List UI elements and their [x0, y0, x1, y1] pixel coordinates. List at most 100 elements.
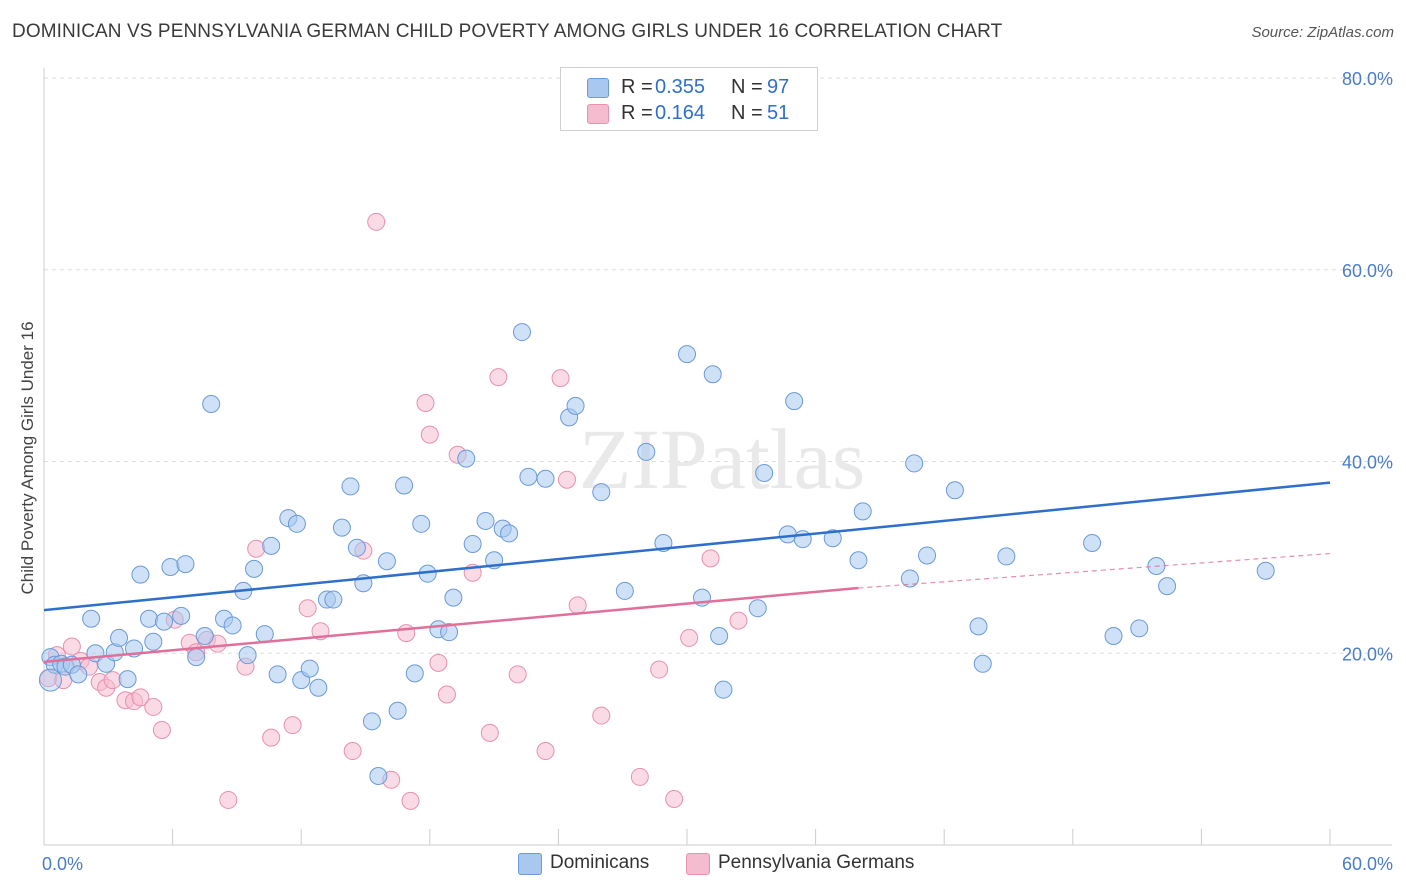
data-point-dominicans [536, 469, 555, 488]
bottom-legend-swatch-blue [518, 853, 542, 875]
axes [43, 68, 1392, 846]
y-tick-label: 40.0% [1342, 453, 1393, 473]
data-point-dominicans [172, 606, 191, 625]
data-point-dominicans [1256, 561, 1275, 580]
data-point-pennsylvania-germans [152, 720, 171, 739]
y-axis-label: Child Poverty Among Girls Under 16 [18, 321, 37, 595]
legend-n-label: N = [731, 76, 763, 98]
data-point-pennsylvania-germans [144, 697, 163, 716]
data-point-dominicans [69, 665, 88, 684]
source-label: Source: ZipAtlas.com [1251, 24, 1394, 41]
data-point-dominicans [918, 546, 937, 565]
data-point-pennsylvania-germans [131, 688, 150, 707]
chart-title: DOMINICAN VS PENNSYLVANIA GERMAN CHILD P… [12, 21, 1003, 42]
legend-swatch-blue [587, 78, 609, 98]
data-point-dominicans [997, 547, 1016, 566]
legend-r-label: R = [621, 102, 653, 124]
trend-line-pennsylvania-germans-extension [858, 552, 1331, 589]
data-point-pennsylvania-germans [429, 653, 448, 672]
data-point-dominicans [714, 680, 733, 699]
data-point-dominicans [332, 518, 351, 537]
data-point-dominicans [300, 659, 319, 678]
data-point-pennsylvania-germans [650, 660, 669, 679]
legend-r-value: 0.355 [655, 76, 706, 98]
data-point-pennsylvania-germans [729, 611, 748, 630]
data-point-pennsylvania-germans [420, 425, 439, 444]
data-point-dominicans [785, 392, 804, 411]
data-point-dominicans-cluster [38, 668, 62, 692]
data-point-dominicans [255, 625, 274, 644]
y-tick-label: 60.0% [1342, 261, 1393, 281]
data-point-dominicans [823, 529, 842, 548]
data-point-pennsylvania-germans [568, 596, 587, 615]
data-point-dominicans [637, 442, 656, 461]
data-point-pennsylvania-germans [665, 789, 684, 808]
data-point-pennsylvania-germans [62, 637, 81, 656]
data-point-pennsylvania-germans [219, 790, 238, 809]
data-point-dominicans [176, 555, 195, 574]
data-point-dominicans [457, 449, 476, 468]
data-point-pennsylvania-germans [343, 742, 362, 761]
data-point-dominicans [703, 365, 722, 384]
data-point-dominicans [512, 323, 531, 342]
data-point-dominicans [973, 654, 992, 673]
data-point-dominicans [748, 599, 767, 618]
legend: R = 0.355 N = 97 R = 0.164 N = 51 [560, 67, 818, 131]
data-point-pennsylvania-germans [592, 706, 611, 725]
data-point-dominicans [853, 502, 872, 521]
y-tick-label: 20.0% [1342, 644, 1393, 664]
data-point-pennsylvania-germans [557, 470, 576, 489]
series-pennsylvania-germans [39, 212, 748, 810]
data-point-dominicans [262, 536, 281, 555]
data-point-dominicans [566, 396, 585, 415]
trend-line-pennsylvania-germans [43, 586, 859, 664]
data-point-pennsylvania-germans [630, 767, 649, 786]
data-point-pennsylvania-germans [397, 624, 416, 643]
data-point-pennsylvania-germans [401, 791, 420, 810]
trend-line-dominicans [43, 481, 1331, 612]
data-point-dominicans [223, 616, 242, 635]
x-tick-label: 0.0% [42, 854, 83, 874]
data-point-dominicans [287, 514, 306, 533]
data-point-dominicans [82, 609, 101, 628]
bottom-legend-label: Pennsylvania Germans [718, 852, 915, 873]
data-point-pennsylvania-germans [283, 716, 302, 735]
data-point-pennsylvania-germans [367, 212, 386, 231]
data-point-dominicans [1083, 533, 1102, 552]
series-dominicans [38, 323, 1275, 785]
data-point-dominicans [945, 481, 964, 500]
data-point-dominicans [202, 394, 221, 413]
data-point-dominicans [463, 534, 482, 553]
data-point-dominicans [440, 623, 459, 642]
data-point-dominicans [369, 766, 388, 785]
x-tick-label: 60.0% [1342, 854, 1393, 874]
data-point-dominicans [592, 483, 611, 502]
legend-r-label: R = [621, 76, 653, 98]
data-point-dominicans [755, 464, 774, 483]
data-point-pennsylvania-germans [247, 539, 266, 558]
data-point-dominicans [444, 588, 463, 607]
data-point-dominicans [778, 525, 797, 544]
data-point-dominicans [476, 511, 495, 530]
legend-r-value: 0.164 [655, 102, 706, 124]
data-point-dominicans [324, 590, 343, 609]
legend-n-value: 51 [767, 102, 790, 124]
legend-n-label: N = [731, 102, 763, 124]
data-point-pennsylvania-germans [262, 728, 281, 747]
data-point-dominicans [110, 628, 129, 647]
data-point-pennsylvania-germans [536, 742, 555, 761]
data-point-dominicans [900, 569, 919, 588]
data-point-dominicans [140, 609, 159, 628]
tick-labels: 20.0% 40.0% 60.0% 80.0% 0.0% 60.0% [42, 69, 1393, 874]
data-point-dominicans [144, 632, 163, 651]
data-point-pennsylvania-germans [508, 665, 527, 684]
data-point-dominicans [155, 612, 174, 631]
data-point-pennsylvania-germans [103, 671, 122, 690]
data-point-dominicans [1104, 626, 1123, 645]
bottom-legend-label: Dominicans [550, 852, 650, 873]
data-point-dominicans [905, 454, 924, 473]
legend-swatch-pink [587, 104, 609, 124]
data-point-pennsylvania-germans [680, 628, 699, 647]
data-point-dominicans [710, 626, 729, 645]
